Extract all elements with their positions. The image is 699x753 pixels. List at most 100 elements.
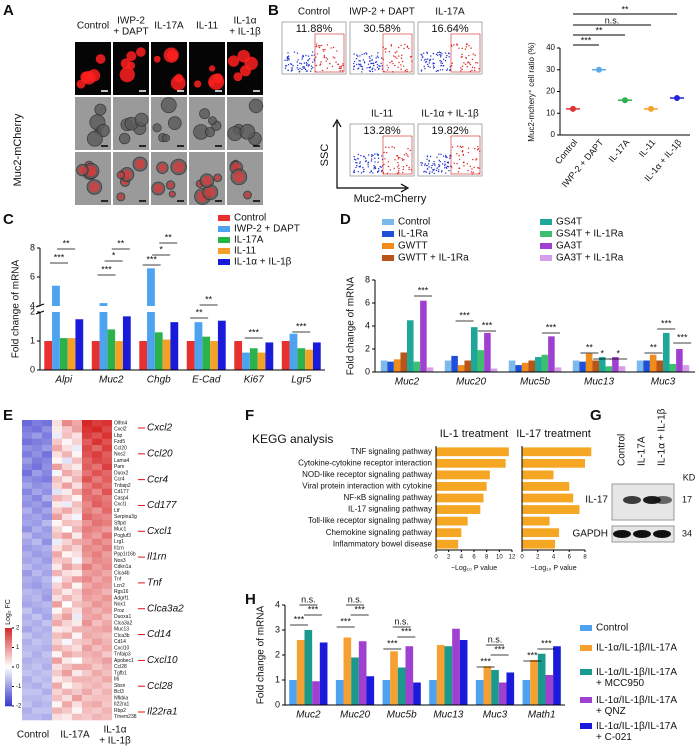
heatmap-cell [72, 501, 82, 508]
heatmap-cell [82, 607, 92, 615]
category-label: Chemokine signaling pathway [326, 528, 432, 537]
heatmap-cell [52, 438, 62, 446]
event [363, 168, 365, 171]
event [458, 167, 460, 169]
event [391, 146, 393, 148]
event [460, 70, 462, 72]
event [423, 171, 425, 173]
event [420, 164, 423, 166]
bar [477, 350, 485, 372]
bar [400, 352, 407, 372]
organoid-signal [212, 73, 224, 84]
event [378, 64, 380, 67]
gene-label: Clca3b [114, 633, 130, 639]
event [420, 161, 422, 164]
event [423, 65, 425, 68]
event [440, 64, 443, 67]
event [366, 53, 368, 55]
x-tick-label: Muc20 [340, 710, 370, 721]
organoid [160, 97, 177, 114]
heatmap-cell [82, 707, 92, 715]
heatmap-cell [52, 532, 62, 540]
event [353, 65, 356, 67]
event [301, 56, 304, 58]
highlight-gene: Ccl20 [147, 448, 173, 459]
heatmap-cell [32, 488, 42, 496]
heatmap-cell [102, 576, 112, 583]
event [437, 170, 440, 173]
heatmap-cell [22, 545, 32, 552]
event [372, 62, 375, 65]
event [303, 62, 306, 64]
heatmap-cell [92, 682, 102, 690]
bar [436, 458, 506, 468]
event [390, 45, 393, 47]
event [284, 67, 287, 69]
bar [452, 628, 460, 705]
event [438, 159, 440, 162]
event [477, 145, 479, 148]
heatmap-cell [92, 663, 102, 671]
bar [202, 336, 211, 370]
heatmap-cell [82, 588, 92, 596]
heatmap-cell [42, 595, 52, 602]
bar [656, 360, 663, 372]
heatmap-cell [42, 607, 52, 615]
event [432, 169, 434, 171]
sig-label: *** [146, 254, 157, 264]
gate [382, 33, 413, 73]
event [407, 148, 409, 150]
event [400, 44, 402, 47]
heatmap-cell [52, 682, 62, 690]
heatmap-cell [102, 420, 112, 427]
legend-label: Control [398, 217, 430, 228]
event [467, 61, 469, 63]
event [297, 59, 299, 61]
heatmap-cell [52, 695, 62, 702]
legend-label: IL-1α/IL-1β/IL-17A + MCC950 [596, 667, 677, 689]
x-tick-label: Muc5b [387, 710, 417, 721]
sig-label: *** [527, 650, 538, 660]
heatmap-cell [22, 563, 32, 571]
event [320, 44, 323, 47]
event [360, 172, 363, 174]
heatmap-cell [32, 707, 42, 715]
event [326, 44, 329, 46]
bar [366, 676, 375, 705]
heatmap-cell [82, 613, 92, 621]
organoid-signal [95, 54, 106, 64]
event [422, 56, 424, 58]
event [398, 61, 400, 64]
event [471, 58, 474, 61]
sig-label: n.s. [605, 15, 620, 25]
legend-swatch [382, 255, 394, 261]
text-line: IL-1α/IL-1β/IL-17A [596, 667, 677, 678]
event [353, 169, 355, 172]
gene-label: Apobec1 [114, 658, 134, 664]
organoid-signal [126, 51, 137, 62]
event [466, 43, 468, 45]
heatmap-cell [72, 451, 82, 458]
heatmap-cell [92, 557, 102, 565]
heatmap-cell [52, 657, 62, 665]
heatmap-cell [22, 445, 32, 452]
heatmap-cell [52, 545, 62, 552]
heatmap-cell [92, 426, 102, 433]
category-label: NF-κB signaling pathway [344, 493, 432, 502]
bar [436, 447, 509, 457]
gene-label: Nox1 [114, 602, 126, 608]
event [284, 59, 286, 61]
category-label: Toll-like receptor signaling pathway [308, 516, 432, 525]
event [287, 55, 289, 58]
colorbar-step [5, 686, 12, 689]
heatmap-cell [32, 445, 42, 452]
gene-label: Proz [114, 608, 125, 614]
heatmap-cell [52, 501, 62, 508]
heatmap-cell [42, 507, 52, 515]
text-line: IL-1α/IL-1β/IL-17A [596, 721, 677, 732]
event [369, 171, 371, 174]
bar [154, 332, 163, 370]
event [423, 59, 426, 61]
heatmap-cell [32, 576, 42, 583]
heatmap-cell [72, 538, 82, 546]
